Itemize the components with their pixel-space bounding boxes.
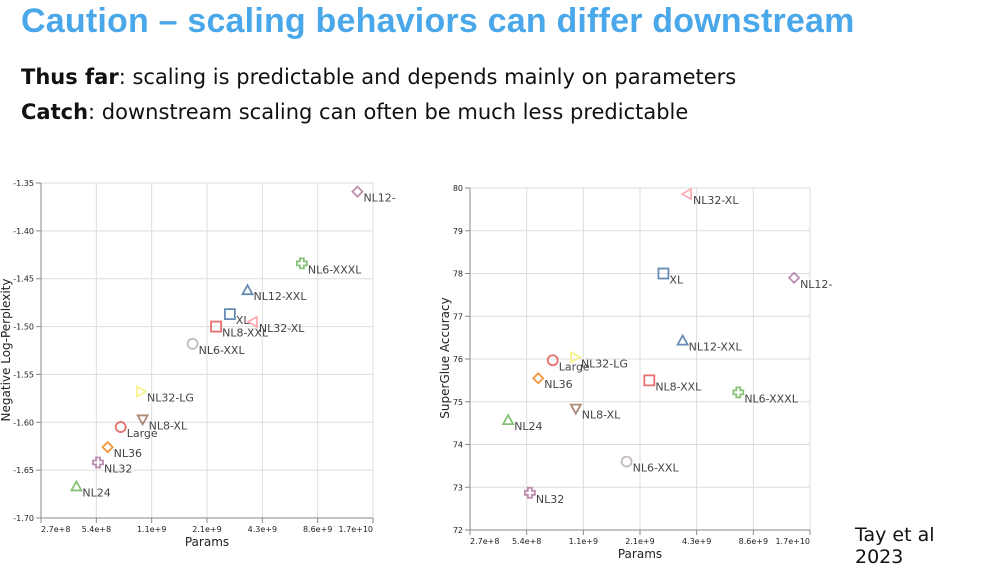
slide-title: Caution – scaling behaviors can differ d… xyxy=(21,2,855,40)
point-marker-triangle-left xyxy=(246,315,258,329)
x-tick-label: 1.1e+9 xyxy=(137,525,166,534)
y-tick-label: 77 xyxy=(453,312,463,321)
x-tick-label: 1.7e+10 xyxy=(338,525,373,534)
point-marker-square xyxy=(210,320,222,333)
point-marker-triangle-down xyxy=(136,414,150,427)
point-label: NL6-XXXL xyxy=(744,392,798,405)
point-marker-cross xyxy=(523,486,536,499)
x-tick-label: 1.7e+10 xyxy=(775,537,810,546)
point-label: NL8-XL xyxy=(582,409,621,422)
point-label: NL6-XXL xyxy=(199,344,246,357)
perplexity-chart: 2.7e+8 5.4e+8 1.1e+9 2.1e+9 4.3e+9 8.6e+9 1.7e… xyxy=(0,179,396,549)
point-marker-triangle-right xyxy=(570,350,582,364)
point-marker-triangle-up xyxy=(69,479,83,492)
y-axis-title: Negative Log-Perplexity xyxy=(0,279,13,422)
y-tick-label: -1.40 xyxy=(13,227,34,236)
point-marker-square xyxy=(657,267,670,280)
x-tick-label: 5.4e+8 xyxy=(512,537,541,546)
y-tick-label: 76 xyxy=(453,355,463,364)
x-tick-label: 4.3e+9 xyxy=(248,525,277,534)
y-tick-label: 74 xyxy=(453,441,463,450)
y-tick-label: -1.70 xyxy=(13,514,34,523)
point-marker-triangle-up xyxy=(240,283,255,296)
point-marker-triangle-down xyxy=(569,403,583,416)
y-tick-label: -1.65 xyxy=(13,466,34,475)
point-label: NL12- xyxy=(363,192,395,205)
x-axis-title: Params xyxy=(185,535,229,549)
point-marker-triangle-left xyxy=(680,187,692,201)
point-marker-square xyxy=(643,374,656,387)
point-label: XL xyxy=(236,314,251,327)
point-label: Large xyxy=(559,360,590,373)
point-marker-diamond xyxy=(351,185,364,198)
point-label: NL36 xyxy=(114,447,142,460)
point-label: NL32-XL xyxy=(259,322,305,335)
x-tick-label: 8.6e+9 xyxy=(739,537,768,546)
y-tick-label: -1.60 xyxy=(13,418,34,427)
point-label: NL24 xyxy=(82,486,110,499)
point-marker-square xyxy=(223,308,236,321)
bullet-catch-text: : downstream scaling can often be much l… xyxy=(88,100,689,124)
point-label: XL xyxy=(669,274,684,287)
point-label: NL12- xyxy=(800,278,832,291)
point-label: NL6-XXXL xyxy=(308,263,362,276)
x-tick-label: 2.1e+9 xyxy=(625,537,654,546)
point-label: NL32-LG xyxy=(147,392,194,405)
point-label: NL24 xyxy=(514,420,542,433)
point-label: NL32-LG xyxy=(581,357,628,370)
y-tick-label: 75 xyxy=(453,398,463,407)
x-axis-title: Params xyxy=(618,547,662,561)
bullet-catch-label: Catch xyxy=(21,100,89,124)
point-marker-triangle-right xyxy=(136,385,148,399)
x-tick-label: 4.3e+9 xyxy=(682,537,711,546)
y-tick-label: 80 xyxy=(453,184,463,193)
bullet-thus-far-text: : scaling is predictable and depends mai… xyxy=(118,65,737,89)
y-tick-label: 72 xyxy=(453,526,463,535)
point-marker-diamond xyxy=(531,371,545,385)
y-tick-label: -1.35 xyxy=(13,179,34,188)
bullet-catch: Catch: downstream scaling can often be m… xyxy=(21,100,688,124)
x-tick-label: 5.4e+8 xyxy=(82,525,111,534)
y-tick-label: -1.45 xyxy=(13,275,34,284)
point-marker-diamond xyxy=(787,271,801,285)
citation: Tay et al 2023 xyxy=(855,524,935,568)
point-marker-triangle-up xyxy=(676,333,690,346)
point-label: Large xyxy=(127,427,158,440)
x-tick-label: 1.1e+9 xyxy=(569,537,598,546)
y-axis-title: SuperGlue Accuracy xyxy=(438,297,452,418)
bullet-thus-far-label: Thus far xyxy=(21,65,119,89)
point-marker-circle xyxy=(186,337,199,350)
superglue-chart: 2.7e+8 5.4e+8 1.1e+9 2.1e+9 4.3e+9 8.6e+9 1.7e… xyxy=(438,184,832,561)
point-label: NL32 xyxy=(536,493,564,506)
point-label: NL8-XL xyxy=(149,419,188,432)
point-label: NL32 xyxy=(104,462,132,475)
point-marker-circle xyxy=(546,354,559,367)
point-marker-cross xyxy=(295,257,308,270)
x-tick-label: 2.1e+9 xyxy=(192,525,221,534)
point-label: NL8-XXL xyxy=(655,380,702,393)
point-marker-diamond xyxy=(101,440,114,454)
x-tick-label: 2.7e+8 xyxy=(41,525,70,534)
bullet-thus-far: Thus far: scaling is predictable and dep… xyxy=(21,65,736,89)
x-tick-label: 2.7e+8 xyxy=(470,537,499,546)
point-marker-triangle-up xyxy=(501,413,515,426)
y-tick-label: 78 xyxy=(453,270,463,279)
y-tick-label: -1.55 xyxy=(13,370,34,379)
point-label: NL36 xyxy=(544,378,572,391)
point-label: NL6-XXL xyxy=(633,462,680,475)
y-tick-label: 73 xyxy=(453,483,463,492)
point-label: NL32-XL xyxy=(693,194,739,207)
point-label: NL8-XXL xyxy=(222,327,269,340)
x-tick-label: 8.6e+9 xyxy=(303,525,332,534)
point-label: NL12-XXL xyxy=(253,290,307,303)
y-tick-label: -1.50 xyxy=(13,323,34,332)
point-marker-cross xyxy=(732,386,745,399)
point-marker-circle xyxy=(620,455,633,468)
point-marker-cross xyxy=(92,456,104,469)
y-tick-label: 79 xyxy=(453,227,463,236)
point-marker-circle xyxy=(114,421,127,433)
point-label: NL12-XXL xyxy=(689,341,743,354)
